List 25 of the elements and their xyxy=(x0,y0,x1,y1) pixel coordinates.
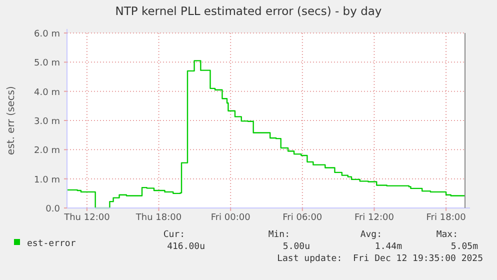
y-tick-label: 5.0 m xyxy=(34,58,60,69)
x-tick-label: Fri 00:00 xyxy=(210,213,251,223)
x-tick-label: Fri 18:00 xyxy=(426,213,466,223)
x-tick-label: Thu 18:00 xyxy=(134,213,182,223)
legend-label: est-error xyxy=(27,239,76,249)
x-tick-label: Fri 06:00 xyxy=(282,213,322,223)
text: Avg: xyxy=(360,230,382,240)
y-axis-title: est. err (secs) xyxy=(6,86,17,155)
x-tick-label: Fri 12:00 xyxy=(354,213,394,223)
y-tick-label: 1.0 m xyxy=(34,175,60,186)
text: Min: xyxy=(268,230,290,240)
text: 1.44m xyxy=(374,242,402,252)
x-tick-label: Thu 12:00 xyxy=(63,213,110,223)
y-tick-label: 2.0 m xyxy=(34,146,60,156)
text: 5.00u xyxy=(282,242,310,252)
y-tick-label: 3.0 m xyxy=(34,117,60,127)
text: Last update: Fri Dec 12 19:35:00 2025 xyxy=(277,254,483,264)
text: Max: xyxy=(436,230,458,240)
text: 416.00u xyxy=(167,242,205,252)
text: 5.05m xyxy=(450,242,478,252)
text: Cur: xyxy=(163,230,185,240)
y-tick-label: 4.0 m xyxy=(34,88,60,98)
y-tick-label: 6.0 m xyxy=(34,30,60,40)
y-tick-label: 0.0 xyxy=(46,204,60,214)
chart-title: NTP kernel PLL estimated error (secs) - by day xyxy=(115,4,382,18)
